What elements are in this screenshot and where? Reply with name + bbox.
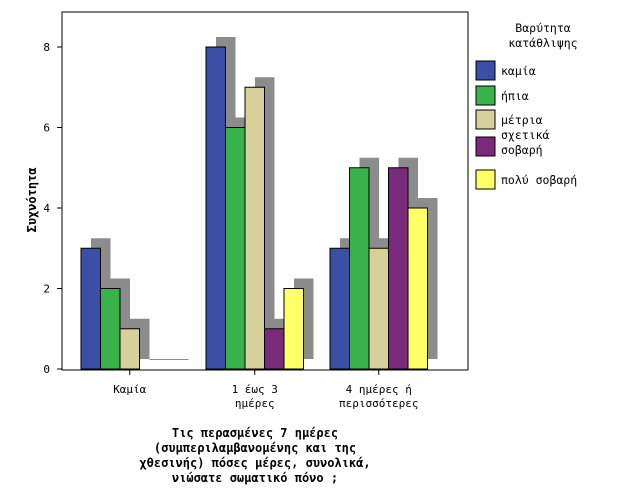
legend-swatch — [475, 60, 496, 81]
bar — [349, 167, 370, 370]
x-tick-label: 4 ημέρες ή περισσότερες — [339, 383, 418, 410]
y-tick-label: 4 — [43, 202, 50, 215]
x-axis-title: Τις περασμένες 7 ημέρες (συμπεριλαμβανομέ… — [139, 426, 370, 485]
legend-swatch — [475, 169, 496, 190]
x-axis: Καμία 1 έως 3 ημέρες 4 ημέρες ή περισσότερες — [113, 370, 418, 410]
bar — [205, 46, 226, 370]
bar — [329, 247, 350, 370]
y-axis: 0 2 4 6 8 — [43, 41, 62, 376]
bar — [225, 127, 246, 370]
x-tick-label: 1 έως 3 ημέρες — [232, 383, 278, 410]
bar — [388, 167, 409, 370]
legend: Βαρύτητα κατάθλιψης καμία ήπια μέτριασχετικά… — [475, 21, 578, 190]
legend-label: σχετικά σοβαρή — [501, 128, 550, 157]
legend-swatch — [475, 85, 496, 106]
bar — [100, 288, 121, 370]
bar-shadow — [149, 359, 169, 360]
y-tick-label: 0 — [43, 363, 50, 376]
bar — [119, 328, 140, 370]
bar — [407, 207, 428, 370]
legend-label: καμία — [501, 64, 536, 78]
legend-label: πολύ σοβαρή — [501, 173, 577, 187]
bars — [80, 37, 438, 370]
bar — [264, 328, 285, 370]
y-tick-label: 8 — [43, 41, 50, 54]
y-tick-label: 6 — [43, 122, 50, 135]
legend-label: ήπια — [501, 89, 529, 103]
legend-title: Βαρύτητα κατάθλιψης — [508, 21, 577, 50]
bar — [283, 288, 304, 370]
bar — [80, 247, 101, 370]
legend-swatch — [475, 136, 496, 157]
bar-shadow — [169, 359, 189, 360]
x-tick-label: Καμία — [113, 383, 146, 396]
bar — [368, 247, 389, 370]
bar — [244, 86, 265, 370]
legend-swatch — [475, 109, 496, 130]
y-axis-title: Συχνότητα — [25, 167, 39, 232]
y-tick-label: 2 — [43, 283, 50, 296]
legend-label: μέτρια — [501, 113, 543, 127]
